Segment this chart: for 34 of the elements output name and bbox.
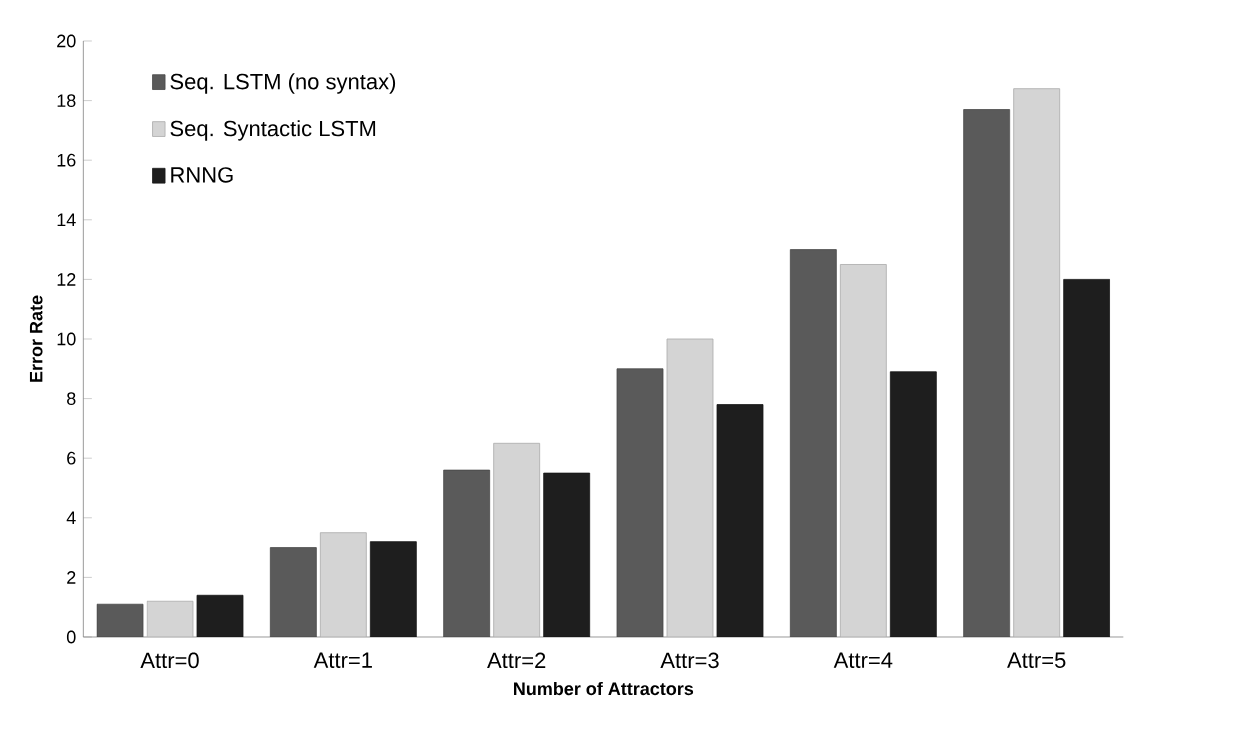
bar: [1013, 88, 1061, 637]
bar: [96, 603, 144, 637]
x-tick-label: Attr=3: [660, 652, 719, 669]
y-tick-label: 10: [57, 332, 76, 346]
bar: [666, 338, 714, 637]
bar: [443, 469, 491, 637]
bar: [493, 442, 541, 637]
legend-label: Seq. Syntactic LSTM: [170, 120, 376, 141]
x-tick-label: Attr=4: [833, 652, 893, 668]
y-tick-label: 18: [57, 94, 76, 107]
y-tick-label: 14: [57, 213, 76, 226]
legend-label: Seq. LSTM (no syntax): [170, 73, 396, 94]
bar: [319, 532, 367, 637]
x-tick-label: Attr=5: [1007, 652, 1066, 668]
y-tick-label: 0: [66, 630, 76, 644]
y-tick-label: 8: [67, 392, 76, 405]
y-tick-label: 12: [57, 273, 76, 286]
y-axis-title: Error Rate: [29, 295, 43, 382]
x-tick-label: Attr=0: [140, 652, 199, 669]
bar: [269, 547, 317, 637]
y-tick-label: 4: [66, 511, 76, 524]
bar: [839, 264, 887, 637]
bar: [963, 109, 1011, 637]
x-tick-label: Attr=1: [313, 652, 372, 668]
legend-label: RNNG: [171, 167, 233, 183]
y-tick-label: 2: [67, 571, 76, 584]
x-tick-label: Attr=2: [487, 652, 546, 669]
bar: [789, 249, 837, 637]
y-tick-label: 20: [57, 34, 76, 48]
y-tick-label: 16: [57, 153, 76, 167]
y-tick-label: 6: [67, 451, 76, 465]
bar: [616, 368, 664, 637]
x-axis-title: Number of Attractors: [514, 681, 694, 696]
bar: [146, 600, 194, 637]
